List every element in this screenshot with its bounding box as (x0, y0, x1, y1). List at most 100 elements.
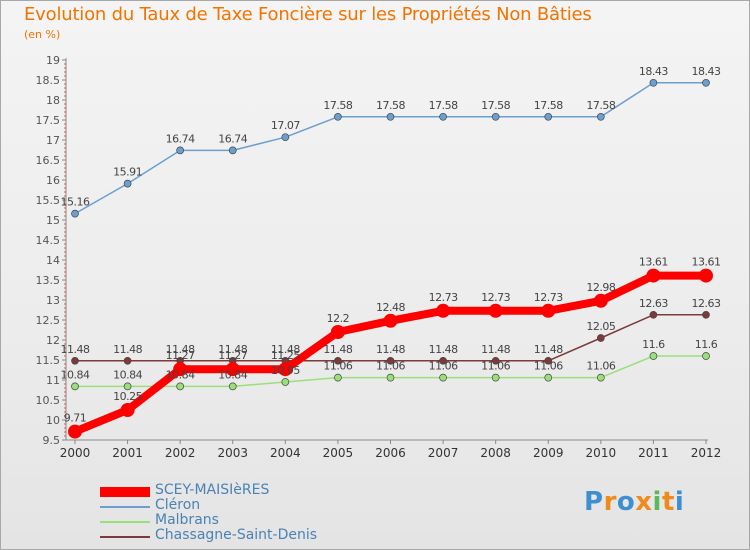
data-point-cleron (439, 112, 447, 121)
data-label-scey-maisieres: 12.73 (534, 291, 563, 304)
data-point-malbrans (596, 373, 605, 382)
x-tick-label: 2012 (691, 446, 722, 460)
x-tick-label: 2002 (165, 446, 196, 460)
data-label-cleron: 17.58 (534, 99, 563, 112)
data-label-cleron: 17.58 (376, 99, 405, 112)
y-tick-label: 12 (46, 334, 60, 347)
data-point-cleron (491, 112, 500, 121)
data-label-cleron: 17.58 (323, 99, 352, 112)
logo-letter: o (616, 487, 636, 517)
data-label-chassagne-saint-denis: 11.48 (218, 343, 247, 356)
data-point-scey-maisieres (646, 268, 661, 283)
data-point-chassagne-saint-denis (544, 356, 553, 365)
y-tick-label: 17.5 (36, 114, 61, 127)
data-label-chassagne-saint-denis: 11.48 (166, 343, 195, 356)
data-point-malbrans (702, 352, 710, 360)
y-tick-label: 18 (46, 94, 60, 107)
data-point-scey-maisieres (593, 293, 608, 308)
logo-letter: i (652, 487, 662, 517)
data-label-scey-maisieres: 11.27 (218, 349, 247, 362)
data-label-scey-maisieres: 11.25 (271, 349, 300, 362)
data-label-scey-maisieres: 12.73 (481, 291, 510, 304)
legend-item-chassagne-saint-denis[interactable]: Chassagne-Saint-Denis (100, 527, 430, 544)
data-label-malbrans: 11.06 (534, 360, 563, 373)
data-label-cleron: 17.07 (271, 119, 300, 132)
data-label-chassagne-saint-denis: 11.48 (61, 343, 90, 356)
data-point-malbrans (228, 382, 237, 391)
y-tick-label: 10 (46, 414, 60, 427)
data-label-cleron: 15.91 (113, 166, 142, 179)
legend-swatch-scey-maisieres (100, 484, 150, 499)
data-point-cleron (176, 146, 185, 155)
data-point-scey-maisieres (541, 303, 556, 318)
data-point-cleron (649, 78, 658, 87)
y-tick-label: 13.5 (36, 274, 61, 287)
data-point-cleron (228, 146, 237, 155)
chart-legend: SCEY-MAISIèRES Cléron Malbrans Chassagne… (100, 482, 430, 544)
y-tick-label: 16 (46, 174, 60, 187)
data-label-cleron: 17.58 (429, 99, 458, 112)
legend-swatch-cleron (100, 499, 150, 514)
data-label-malbrans: 11.6 (642, 338, 665, 351)
data-label-malbrans: 10.84 (218, 368, 247, 381)
data-point-malbrans (491, 373, 500, 382)
data-label-malbrans: 11.6 (695, 338, 718, 351)
data-label-cleron: 17.58 (481, 99, 510, 112)
data-label-chassagne-saint-denis: 12.05 (586, 320, 615, 333)
data-point-chassagne-saint-denis (649, 310, 658, 319)
chart-title: Evolution du Taux de Taxe Foncière sur l… (24, 4, 592, 25)
data-label-scey-maisieres: 12.48 (376, 301, 405, 314)
data-point-cleron (71, 209, 79, 218)
data-point-chassagne-saint-denis (123, 356, 132, 365)
data-label-chassagne-saint-denis: 12.63 (692, 297, 721, 310)
y-tick-label: 15.5 (36, 194, 61, 207)
y-tick-label: 17 (46, 134, 60, 147)
data-point-chassagne-saint-denis (386, 356, 395, 365)
data-label-scey-maisieres: 13.61 (692, 256, 721, 269)
data-label-chassagne-saint-denis: 11.48 (534, 343, 563, 356)
data-label-chassagne-saint-denis: 11.48 (481, 343, 510, 356)
data-label-cleron: 18.43 (639, 65, 668, 78)
data-point-malbrans (649, 352, 658, 360)
data-point-malbrans (386, 373, 395, 382)
data-label-scey-maisieres: 10.25 (113, 390, 142, 403)
x-tick-label: 2004 (270, 446, 301, 460)
data-label-malbrans: 11.06 (323, 360, 352, 373)
legend-item-malbrans[interactable]: Malbrans (100, 513, 430, 529)
data-point-scey-maisieres (120, 403, 135, 417)
x-tick-label: 2007 (428, 446, 459, 460)
legend-label-scey-maisieres: SCEY-MAISIèRES (155, 482, 270, 498)
data-point-cleron (386, 112, 395, 121)
data-point-chassagne-saint-denis (71, 356, 79, 365)
data-point-scey-maisieres (278, 362, 293, 377)
x-tick-label: 2011 (638, 446, 669, 460)
legend-item-cleron[interactable]: Cléron (100, 498, 430, 514)
x-tick-label: 2005 (323, 446, 354, 460)
data-point-scey-maisieres (488, 303, 503, 318)
logo-letter: i (674, 487, 685, 517)
data-point-chassagne-saint-denis (439, 356, 447, 365)
data-label-scey-maisieres: 11.27 (166, 349, 195, 362)
data-label-malbrans: 11.06 (481, 360, 510, 373)
data-label-chassagne-saint-denis: 11.48 (376, 343, 405, 356)
data-point-scey-maisieres (173, 362, 188, 377)
proxiti-logo: Proxiti (584, 487, 684, 517)
data-point-cleron (596, 112, 605, 121)
y-tick-label: 11.5 (36, 354, 61, 367)
data-label-cleron: 17.58 (586, 99, 615, 112)
y-tick-label: 11 (46, 374, 60, 387)
data-label-chassagne-saint-denis: 11.48 (113, 343, 142, 356)
data-label-malbrans: 11.06 (586, 360, 615, 373)
data-point-cleron (123, 179, 132, 188)
legend-label-chassagne-saint-denis: Chassagne-Saint-Denis (155, 527, 318, 543)
legend-item-scey-maisieres[interactable]: SCEY-MAISIèRES (100, 482, 430, 499)
data-label-cleron: 18.43 (692, 65, 721, 78)
data-label-scey-maisieres: 13.61 (639, 256, 668, 269)
data-point-malbrans (123, 382, 132, 391)
data-label-scey-maisieres: 12.73 (429, 291, 458, 304)
legend-swatch-chassagne-saint-denis (100, 529, 150, 544)
data-point-cleron (702, 78, 710, 87)
data-point-malbrans (71, 382, 79, 391)
